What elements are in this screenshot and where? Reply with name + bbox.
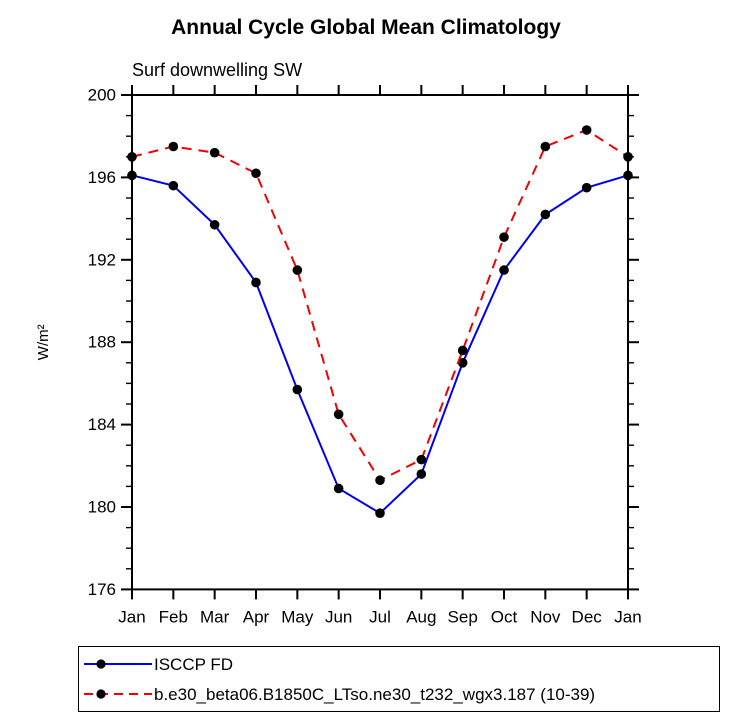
data-point	[127, 152, 137, 162]
legend-line-solid-icon	[84, 659, 152, 669]
y-tick-label: 184	[88, 415, 116, 434]
x-tick-label: Apr	[243, 607, 270, 626]
y-tick-label: 200	[88, 86, 116, 105]
x-tick-label: Feb	[159, 607, 188, 626]
x-tick-label: Dec	[572, 607, 603, 626]
data-point	[581, 182, 592, 193]
chart-subtitle: Surf downwelling SW	[132, 60, 303, 80]
data-point	[292, 265, 303, 275]
data-point	[416, 454, 427, 465]
x-tick-label: Sep	[448, 607, 478, 626]
data-point	[209, 147, 220, 158]
data-point	[209, 219, 220, 230]
y-tick-label: 188	[88, 333, 116, 352]
y-tick-label: 196	[88, 168, 116, 187]
series-line-model	[131, 128, 629, 482]
y-tick-label: 192	[88, 250, 116, 269]
data-point	[251, 277, 261, 288]
x-tick-label: Jan	[614, 607, 641, 626]
x-tick-label: Jun	[325, 607, 352, 626]
data-point	[457, 358, 468, 368]
x-tick-label: Mar	[200, 607, 230, 626]
y-axis-label: W/m²	[35, 324, 52, 360]
data-point	[623, 170, 633, 181]
data-point	[168, 141, 179, 152]
data-point	[375, 475, 385, 486]
data-point	[375, 508, 385, 518]
legend-entry-isccp: ISCCP FD	[82, 651, 719, 677]
legend-line-dashed-icon	[84, 689, 152, 699]
data-point	[623, 152, 633, 162]
x-tick-label: Nov	[530, 607, 561, 626]
x-tick-label: Oct	[491, 607, 518, 626]
data-point	[457, 345, 468, 356]
data-point	[292, 384, 303, 395]
legend: ISCCP FD b.e30_beta06.B1850C_LTso.ne30_t…	[78, 646, 720, 712]
y-tick-label: 176	[88, 580, 116, 599]
data-point	[251, 168, 261, 179]
x-tick-label: Aug	[406, 607, 436, 626]
data-point	[540, 209, 551, 220]
data-point	[499, 232, 509, 242]
legend-label-model: b.e30_beta06.B1850C_LTso.ne30_t232_wgx3.…	[154, 684, 596, 704]
data-point	[168, 180, 179, 191]
x-tick-label: May	[281, 607, 314, 626]
chart-title: Annual Cycle Global Mean Climatology	[171, 16, 561, 39]
legend-label-isccp: ISCCP FD	[154, 654, 234, 674]
data-point	[333, 483, 344, 494]
data-point	[540, 141, 551, 152]
series-line-isccp	[131, 174, 629, 515]
y-tick-label: 180	[88, 498, 116, 517]
data-point	[333, 409, 344, 420]
x-tick-label: Jan	[118, 607, 145, 626]
legend-entry-model: b.e30_beta06.B1850C_LTso.ne30_t232_wgx3.…	[82, 681, 719, 707]
data-point	[127, 170, 137, 181]
data-point	[581, 125, 592, 135]
data-point	[499, 265, 509, 275]
x-tick-label: Jul	[369, 607, 391, 626]
data-point	[416, 469, 427, 479]
